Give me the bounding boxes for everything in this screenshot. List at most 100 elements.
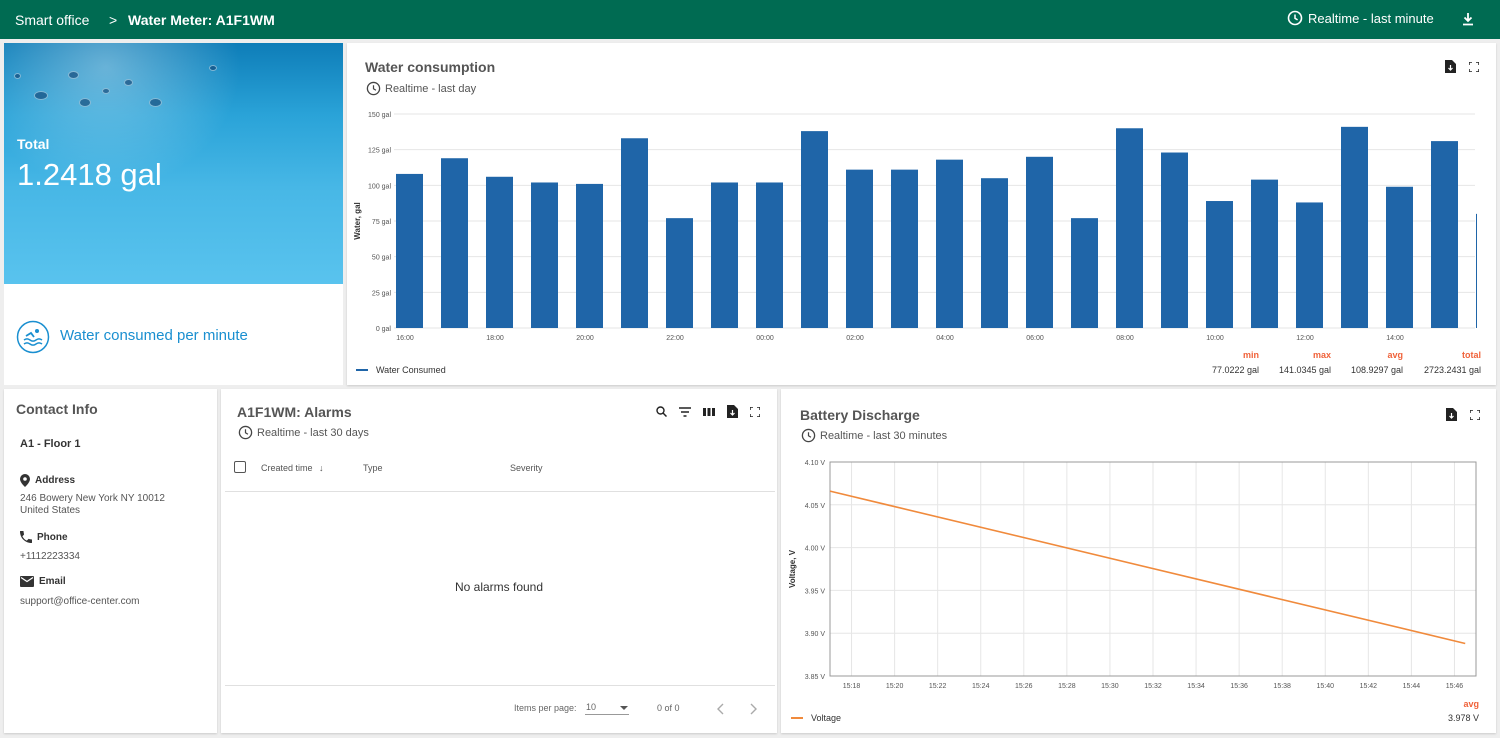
- x-tick-label: 15:26: [1015, 683, 1033, 690]
- breadcrumb-separator: >: [109, 12, 118, 28]
- water-consumption-card: Water consumption Realtime - last day 0 …: [347, 43, 1496, 385]
- stat-total-label: total: [1462, 350, 1481, 360]
- legend-swatch: [356, 369, 368, 371]
- breadcrumb-root[interactable]: Smart office: [15, 12, 90, 28]
- y-tick-label: 3.95 V: [805, 588, 826, 595]
- phone-value: +1112223334: [20, 551, 80, 562]
- bar: [1341, 126, 1368, 328]
- address-label: Address: [20, 474, 75, 487]
- x-tick-label: 15:38: [1273, 683, 1291, 690]
- address-line-2: United States: [20, 505, 81, 516]
- phone-label: Phone: [20, 531, 68, 543]
- header-divider: [225, 491, 775, 492]
- bar: [1206, 201, 1233, 328]
- water-bubble: [149, 98, 162, 107]
- stat-avg-label: avg: [1387, 350, 1403, 360]
- bar: [981, 178, 1008, 328]
- clock-icon: [1287, 10, 1303, 26]
- bar: [1431, 141, 1458, 328]
- export-file-icon[interactable]: [1445, 60, 1456, 73]
- phone-label-text: Phone: [37, 531, 68, 543]
- breadcrumb-current: Water Meter: A1F1WM: [128, 12, 275, 28]
- chart-legend: Water Consumed: [356, 365, 446, 375]
- voltage-line: [829, 490, 1466, 645]
- stat-max-value: 141.0345 gal: [1278, 365, 1331, 375]
- x-tick-label: 15:36: [1230, 683, 1248, 690]
- chevron-left-icon[interactable]: [716, 703, 726, 715]
- clock-icon: [238, 425, 253, 440]
- alarms-card: A1F1WM: Alarms Realtime - last 30 days C…: [221, 389, 777, 733]
- export-file-icon[interactable]: [727, 405, 738, 418]
- total-value: 1.2418 gal: [17, 157, 162, 192]
- bar: [1161, 152, 1188, 328]
- x-tick-label: 20:00: [576, 335, 594, 342]
- x-tick-label: 15:44: [1403, 683, 1421, 690]
- items-per-page-select[interactable]: 10: [585, 699, 629, 715]
- stat-total: total 2723.2431 gal: [1407, 350, 1481, 375]
- select-all-checkbox[interactable]: [234, 461, 246, 473]
- clock-icon: [366, 81, 381, 96]
- timewindow-label: Realtime - last 30 days: [257, 426, 369, 439]
- bar: [666, 218, 693, 328]
- bar: [486, 176, 513, 328]
- page-range: 0 of 0: [657, 703, 680, 713]
- x-tick-label: 08:00: [1116, 335, 1134, 342]
- bar: [531, 182, 558, 328]
- address-line-1: 246 Bowery New York NY 10012: [20, 493, 165, 504]
- sort-arrow-down-icon: ↓: [319, 463, 324, 473]
- stat-avg-value: 3.978 V: [1447, 713, 1479, 723]
- total-label: Total: [17, 136, 50, 152]
- water-consumed-card[interactable]: Water consumed per minute: [4, 284, 343, 385]
- x-tick-label: 00:00: [756, 335, 774, 342]
- y-tick-label: 0 gal: [376, 326, 392, 333]
- water-bubble: [124, 79, 133, 86]
- columns-icon[interactable]: [703, 407, 715, 417]
- stat-avg-label: avg: [1463, 699, 1479, 709]
- water-consumed-label: Water consumed per minute: [60, 327, 248, 344]
- timewindow-subtitle: Realtime - last 30 days: [238, 425, 369, 440]
- y-axis-title: Voltage, V: [788, 549, 797, 588]
- column-severity[interactable]: Severity: [510, 463, 543, 473]
- bar: [756, 182, 783, 328]
- x-tick-label: 15:28: [1058, 683, 1076, 690]
- y-tick-label: 3.85 V: [805, 674, 826, 681]
- footer-divider: [225, 685, 775, 686]
- download-icon[interactable]: [1460, 11, 1476, 27]
- legend-label: Water Consumed: [376, 365, 446, 375]
- x-tick-label: 15:42: [1360, 683, 1378, 690]
- y-tick-label: 75 gal: [372, 219, 392, 226]
- x-tick-label: 15:40: [1317, 683, 1335, 690]
- card-title: Water consumption: [365, 59, 496, 75]
- stat-avg-value: 108.9297 gal: [1350, 365, 1403, 375]
- dropdown-arrow-icon: [620, 706, 628, 710]
- export-file-icon[interactable]: [1446, 408, 1457, 421]
- y-tick-label: 4.10 V: [805, 460, 826, 467]
- water-bubble: [34, 91, 48, 100]
- filter-icon[interactable]: [679, 406, 691, 417]
- y-axis-title: Water, gal: [353, 202, 362, 240]
- stat-avg: avg 3.978 V: [1411, 699, 1479, 723]
- y-tick-label: 50 gal: [372, 255, 392, 262]
- bar: [1116, 128, 1143, 328]
- stat-min: min 77.0222 gal: [1199, 350, 1259, 375]
- x-tick-label: 15:30: [1101, 683, 1119, 690]
- x-tick-label: 15:46: [1446, 683, 1464, 690]
- timewindow-button[interactable]: Realtime - last minute: [1287, 10, 1434, 26]
- search-icon[interactable]: [656, 406, 667, 417]
- chevron-right-icon[interactable]: [748, 703, 758, 715]
- x-tick-label: 12:00: [1296, 335, 1314, 342]
- items-per-page-label: Items per page:: [514, 703, 577, 713]
- x-tick-label: 15:22: [929, 683, 947, 690]
- timewindow-label: Realtime - last 30 minutes: [820, 429, 948, 442]
- fullscreen-icon[interactable]: [750, 406, 760, 417]
- water-bubble: [102, 88, 110, 94]
- column-created-time[interactable]: Created time ↓: [261, 463, 324, 473]
- clock-icon: [801, 428, 816, 443]
- x-tick-label: 15:34: [1187, 683, 1205, 690]
- battery-discharge-card: Battery Discharge Realtime - last 30 min…: [781, 389, 1496, 733]
- column-type[interactable]: Type: [363, 463, 383, 473]
- bar: [1071, 218, 1098, 328]
- x-tick-label: 15:18: [843, 683, 861, 690]
- chart-legend: Voltage: [791, 713, 841, 723]
- timewindow-label: Realtime - last day: [385, 82, 477, 95]
